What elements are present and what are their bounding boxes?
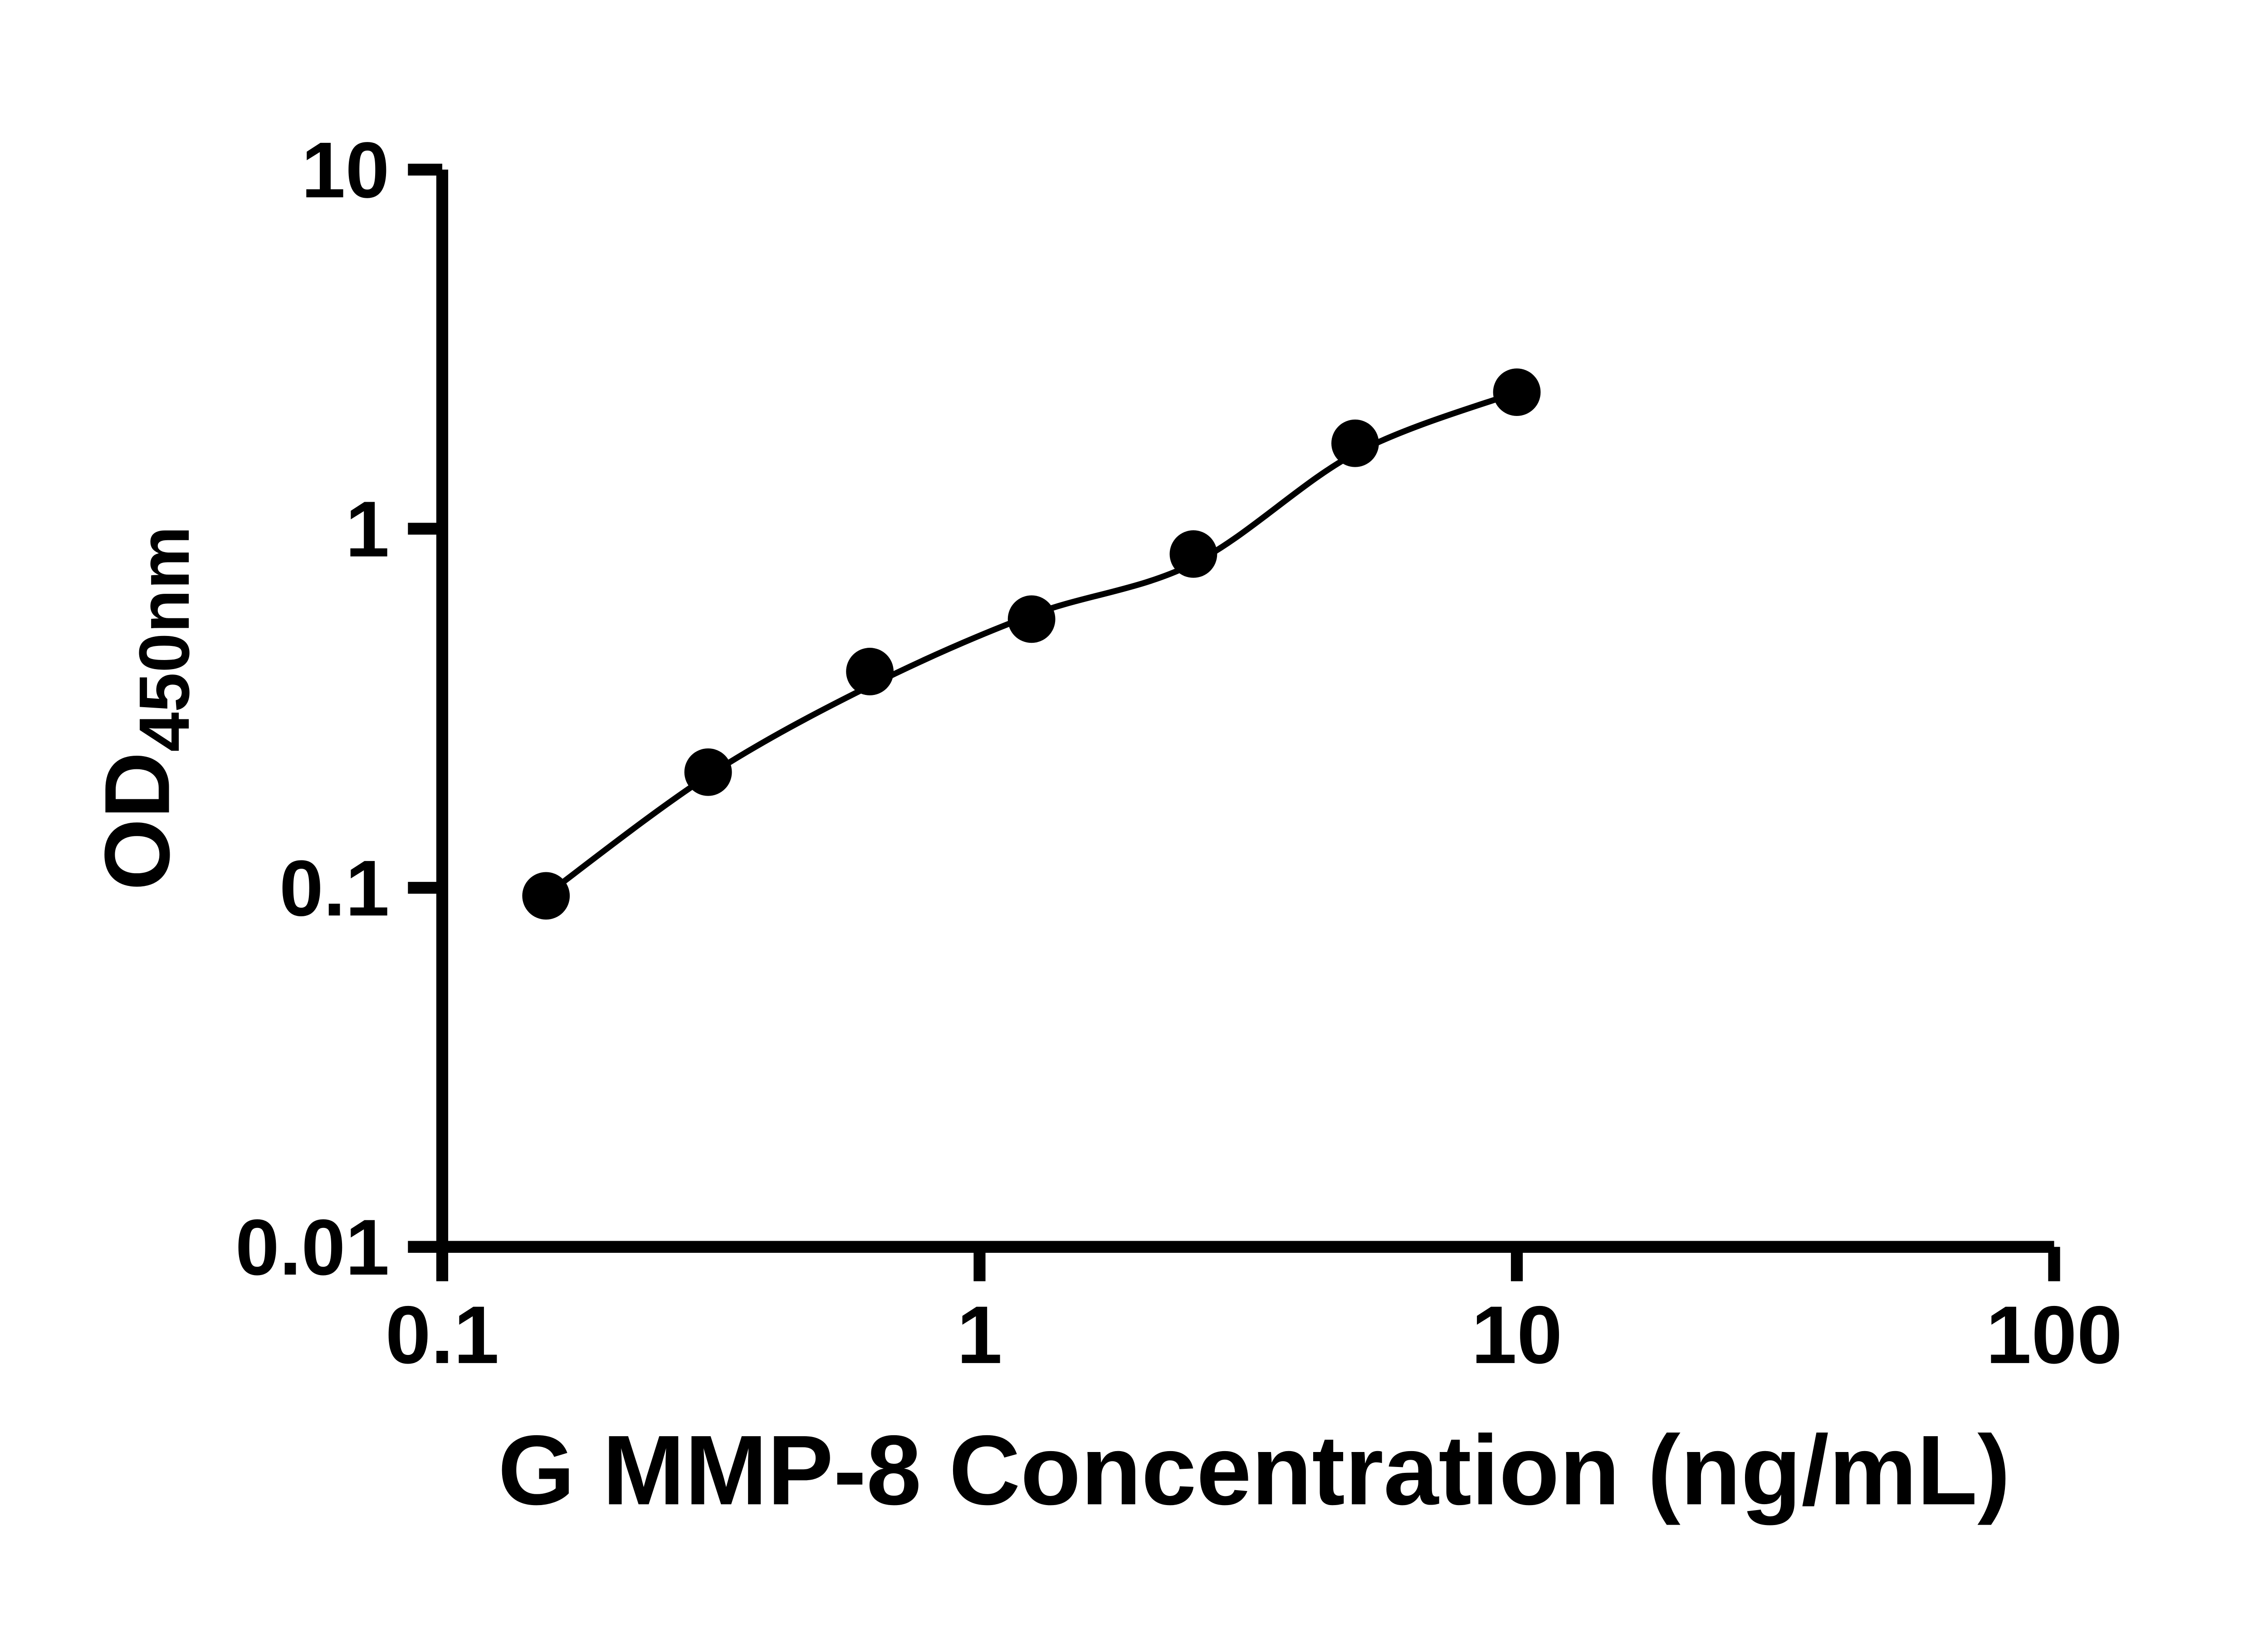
data-point bbox=[1169, 530, 1217, 578]
y-tick-label: 10 bbox=[301, 126, 389, 215]
x-tick-label: 10 bbox=[1471, 1290, 1563, 1381]
data-point bbox=[846, 648, 894, 695]
y-tick-label: 0.01 bbox=[235, 1203, 390, 1292]
y-tick-label: 1 bbox=[345, 485, 389, 574]
y-axis-title: OD450nm bbox=[86, 526, 205, 890]
data-point bbox=[684, 748, 732, 796]
fit-curve bbox=[543, 389, 1520, 898]
data-point bbox=[1493, 368, 1541, 416]
x-tick-label: 1 bbox=[957, 1290, 1002, 1381]
y-tick-label: 0.1 bbox=[279, 844, 390, 933]
y-axis-title-subscript: 450nm bbox=[125, 526, 204, 752]
data-point bbox=[1331, 419, 1379, 467]
data-point bbox=[1007, 595, 1056, 643]
axis-lines bbox=[436, 169, 2054, 1253]
data-point bbox=[522, 872, 570, 920]
x-axis-title: G MMP-8 Concentration (ng/mL) bbox=[498, 1415, 2010, 1525]
x-tick-label: 0.1 bbox=[386, 1290, 499, 1381]
y-axis-title-main: OD bbox=[86, 752, 189, 891]
x-tick-label: 100 bbox=[1986, 1290, 2122, 1381]
